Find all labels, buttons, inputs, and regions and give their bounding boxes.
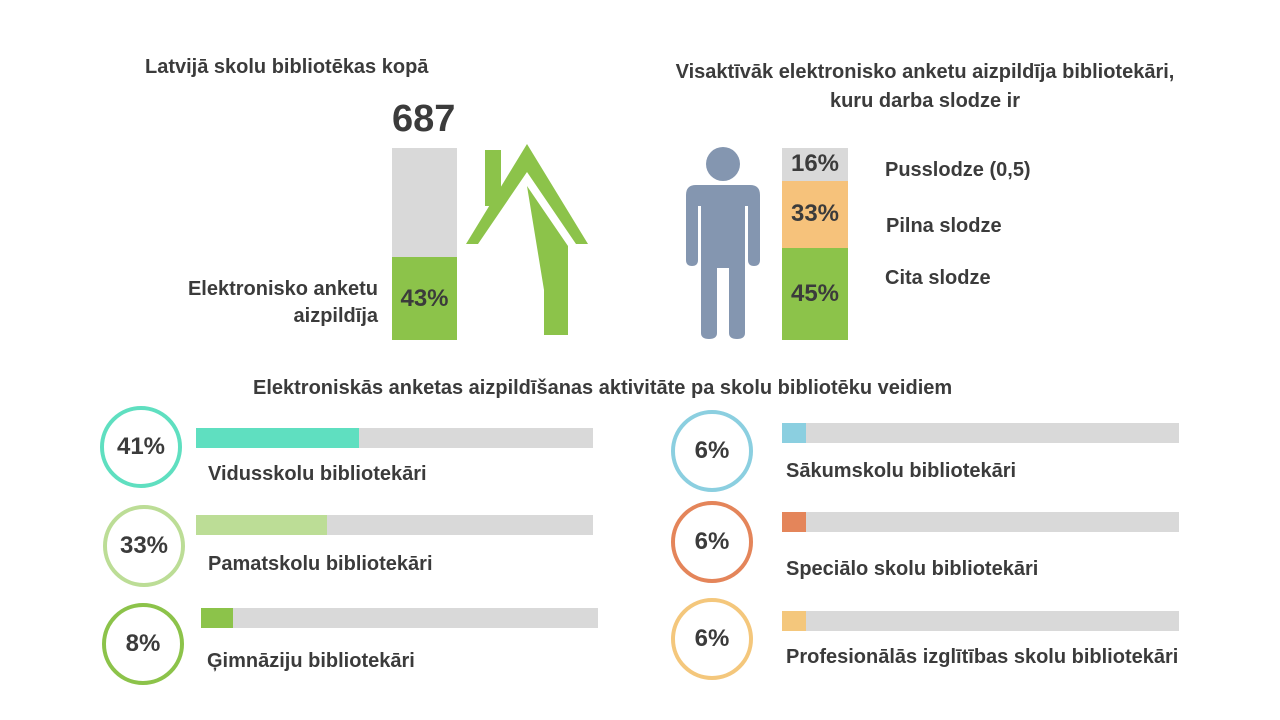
- libraries-bar-label: Elektronisko anketu aizpildīja: [187, 278, 378, 327]
- workload-label-other: Cita slodze: [885, 267, 991, 289]
- bar-track-gymnasium: [201, 608, 598, 628]
- bar-fill-vocational: [782, 611, 806, 631]
- label-secondary: Vidusskolu bibliotekāri: [208, 463, 427, 485]
- bar-fill-gymnasium: [201, 608, 233, 628]
- libraries-bar-value: 43%: [400, 284, 449, 312]
- activity-title: Elektroniskās anketas aizpildīšanas akti…: [253, 377, 953, 399]
- bar-fill-basic: [196, 515, 327, 535]
- pct-circle-gymnasium: 8%: [102, 603, 184, 685]
- bar-fill-secondary: [196, 428, 359, 448]
- workload-label-half: Pusslodze (0,5): [885, 159, 1031, 181]
- workload-title: Visaktīvāk elektronisko anketu aizpildīj…: [675, 61, 1175, 112]
- workload-label-full: Pilna slodze: [886, 215, 1002, 237]
- workload-segment-other: 45%: [782, 248, 848, 340]
- bar-fill-special: [782, 512, 806, 532]
- libraries-bar: 43%: [392, 148, 457, 340]
- libraries-bar-fill: 43%: [392, 257, 457, 340]
- workload-segment-half: 16%: [782, 148, 848, 181]
- bar-track-secondary: [196, 428, 593, 448]
- bar-track-primary: [782, 423, 1179, 443]
- pct-circle-special: 6%: [671, 501, 753, 583]
- person-icon: [686, 147, 760, 339]
- label-basic: Pamatskolu bibliotekāri: [208, 553, 433, 575]
- pct-circle-primary: 6%: [671, 410, 753, 492]
- bar-track-basic: [196, 515, 593, 535]
- workload-segment-full: 33%: [782, 180, 848, 249]
- pct-circle-secondary: 41%: [100, 406, 182, 488]
- libraries-total: 687: [392, 98, 456, 140]
- bar-track-special: [782, 512, 1179, 532]
- bar-fill-primary: [782, 423, 806, 443]
- label-vocational: Profesionālās izglītības skolu bibliotek…: [786, 646, 1179, 668]
- label-primary: Sākumskolu bibliotekāri: [786, 460, 1017, 482]
- workload-stacked-bar: 16% 33% 45%: [782, 148, 848, 340]
- pct-circle-vocational: 6%: [671, 598, 753, 680]
- pct-circle-basic: 33%: [103, 505, 185, 587]
- label-special: Speciālo skolu bibliotekāri: [786, 558, 1039, 580]
- label-gymnasium: Ģimnāziju bibliotekāri: [207, 650, 415, 672]
- libraries-title: Latvijā skolu bibliotēkas kopā: [145, 56, 429, 78]
- house-icon: [466, 144, 588, 335]
- bar-track-vocational: [782, 611, 1179, 631]
